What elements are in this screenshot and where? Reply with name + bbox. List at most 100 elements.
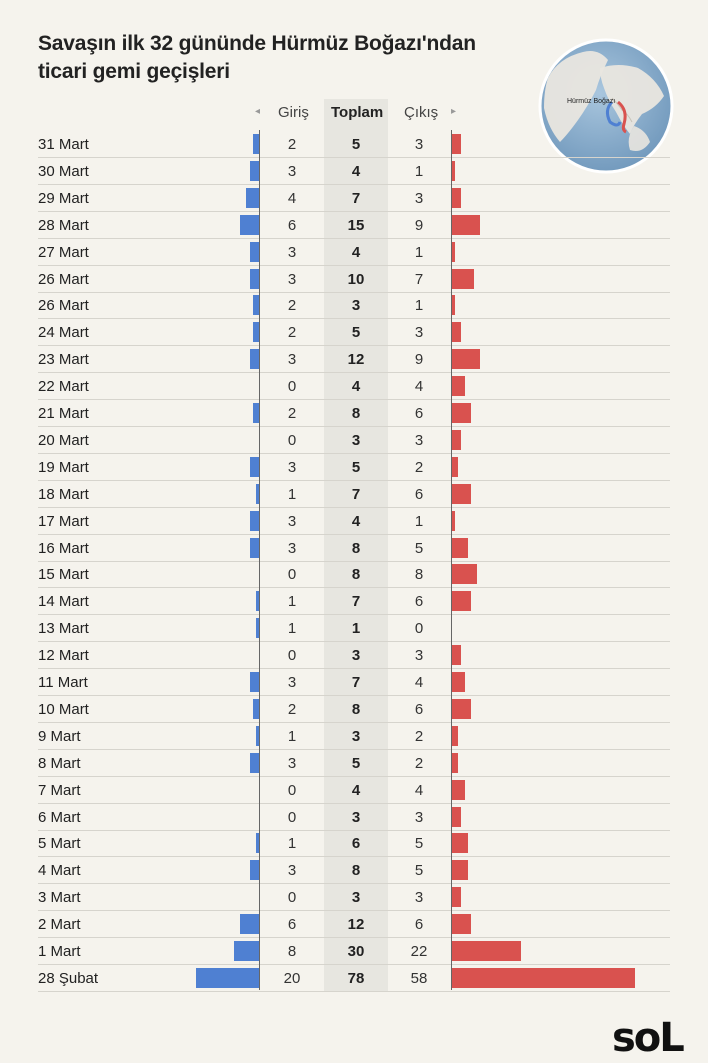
giris-bar [249, 510, 259, 531]
row-date: 31 Mart [38, 136, 89, 153]
toplam-value: 7 [351, 485, 361, 503]
chevron-right-icon: ▸ [451, 106, 457, 117]
giris-bar [252, 295, 259, 316]
row-date: 1 Mart [38, 943, 81, 960]
toplam-value: 4 [351, 781, 361, 799]
globe-map-icon [538, 38, 674, 174]
cikis-value: 2 [414, 458, 424, 476]
row-date: 16 Mart [38, 539, 89, 557]
giris-value: 2 [287, 136, 297, 153]
cikis-value: 0 [414, 620, 424, 638]
toplam-value: 4 [351, 243, 361, 261]
cikis-bar [452, 806, 462, 827]
giris-value: 6 [287, 216, 297, 234]
chart-title: Savaşın ilk 32 gününde Hürmüz Boğazı'nda… [38, 30, 518, 86]
header-cikis: Çıkış [404, 104, 439, 121]
toplam-value: 1 [351, 620, 361, 638]
cikis-value: 2 [414, 754, 424, 772]
row-separator [38, 641, 670, 643]
table-row: 20 Mart 0 3 3 [0, 427, 708, 454]
table-row: 8 Mart 3 5 2 [0, 750, 708, 777]
toplam-value: 5 [351, 458, 361, 476]
table-row: 31 Mart 2 5 3 [0, 131, 708, 158]
cikis-bar [452, 887, 462, 908]
cikis-bar [452, 214, 481, 235]
giris-value: 2 [287, 324, 297, 342]
table-row: 1 Mart 8 30 22 [0, 938, 708, 965]
cikis-bar [452, 241, 456, 262]
row-separator [38, 829, 670, 831]
toplam-value: 3 [351, 297, 361, 315]
row-separator [38, 264, 670, 266]
table-row: 6 Mart 0 3 3 [0, 804, 708, 831]
row-date: 18 Mart [38, 485, 89, 503]
cikis-value: 3 [414, 189, 424, 207]
toplam-value: 5 [351, 136, 361, 153]
table-row: 23 Mart 3 12 9 [0, 346, 708, 374]
giris-bar [255, 725, 259, 746]
cikis-value: 3 [414, 808, 424, 826]
giris-bar [255, 833, 259, 854]
cikis-bar [452, 752, 459, 773]
cikis-value: 6 [414, 593, 424, 611]
row-date: 19 Mart [38, 458, 89, 476]
toplam-value: 12 [347, 351, 365, 369]
toplam-value: 7 [351, 189, 361, 207]
cikis-value: 4 [414, 781, 424, 799]
toplam-column-band [324, 99, 388, 991]
giris-value: 1 [287, 835, 297, 853]
row-date: 27 Mart [38, 243, 89, 261]
toplam-value: 8 [351, 405, 361, 422]
giris-bar [252, 698, 259, 719]
giris-value: 0 [287, 431, 297, 449]
giris-bar [255, 591, 259, 612]
cikis-bar [452, 564, 478, 585]
giris-value: 3 [287, 539, 297, 557]
toplam-value: 3 [351, 889, 361, 907]
cikis-value: 4 [414, 674, 424, 691]
table-row: 13 Mart 1 1 0 [0, 615, 708, 643]
cikis-bar [452, 537, 468, 558]
table-row: 14 Mart 1 7 6 [0, 588, 708, 616]
brand-logo: soL [612, 1015, 685, 1061]
header-toplam: Toplam [331, 104, 384, 121]
row-date: 6 Mart [38, 808, 81, 826]
cikis-value: 6 [414, 485, 424, 503]
toplam-value: 8 [351, 700, 361, 718]
header-giris: Giriş [278, 104, 309, 121]
table-row: 16 Mart 3 8 5 [0, 535, 708, 562]
row-separator [38, 721, 670, 723]
row-separator [38, 210, 670, 212]
giris-bar [249, 456, 259, 477]
row-date: 15 Mart [38, 566, 89, 584]
toplam-value: 30 [347, 943, 365, 960]
cikis-bar [452, 914, 471, 935]
cikis-value: 6 [414, 700, 424, 718]
toplam-value: 3 [351, 808, 361, 826]
row-date: 26 Mart [38, 297, 89, 315]
giris-value: 20 [283, 969, 301, 987]
row-separator [38, 614, 670, 616]
row-date: 9 Mart [38, 727, 81, 745]
row-date: 5 Mart [38, 835, 81, 853]
table-row: 3 Mart 0 3 3 [0, 884, 708, 912]
row-separator [38, 157, 670, 158]
cikis-bar [452, 322, 462, 343]
row-separator [38, 399, 670, 401]
cikis-bar [452, 779, 465, 800]
table-row: 19 Mart 3 5 2 [0, 454, 708, 481]
cikis-value: 4 [414, 378, 424, 396]
cikis-axis-line [451, 130, 452, 990]
giris-value: 0 [287, 566, 297, 584]
row-date: 8 Mart [38, 754, 81, 772]
giris-value: 0 [287, 808, 297, 826]
giris-value: 3 [287, 243, 297, 261]
giris-value: 4 [287, 189, 297, 207]
giris-bar [249, 268, 259, 289]
row-date: 30 Mart [38, 162, 89, 180]
row-separator [38, 533, 670, 535]
toplam-value: 3 [351, 647, 361, 665]
giris-value: 3 [287, 270, 297, 288]
row-date: 20 Mart [38, 431, 89, 449]
giris-value: 0 [287, 781, 297, 799]
